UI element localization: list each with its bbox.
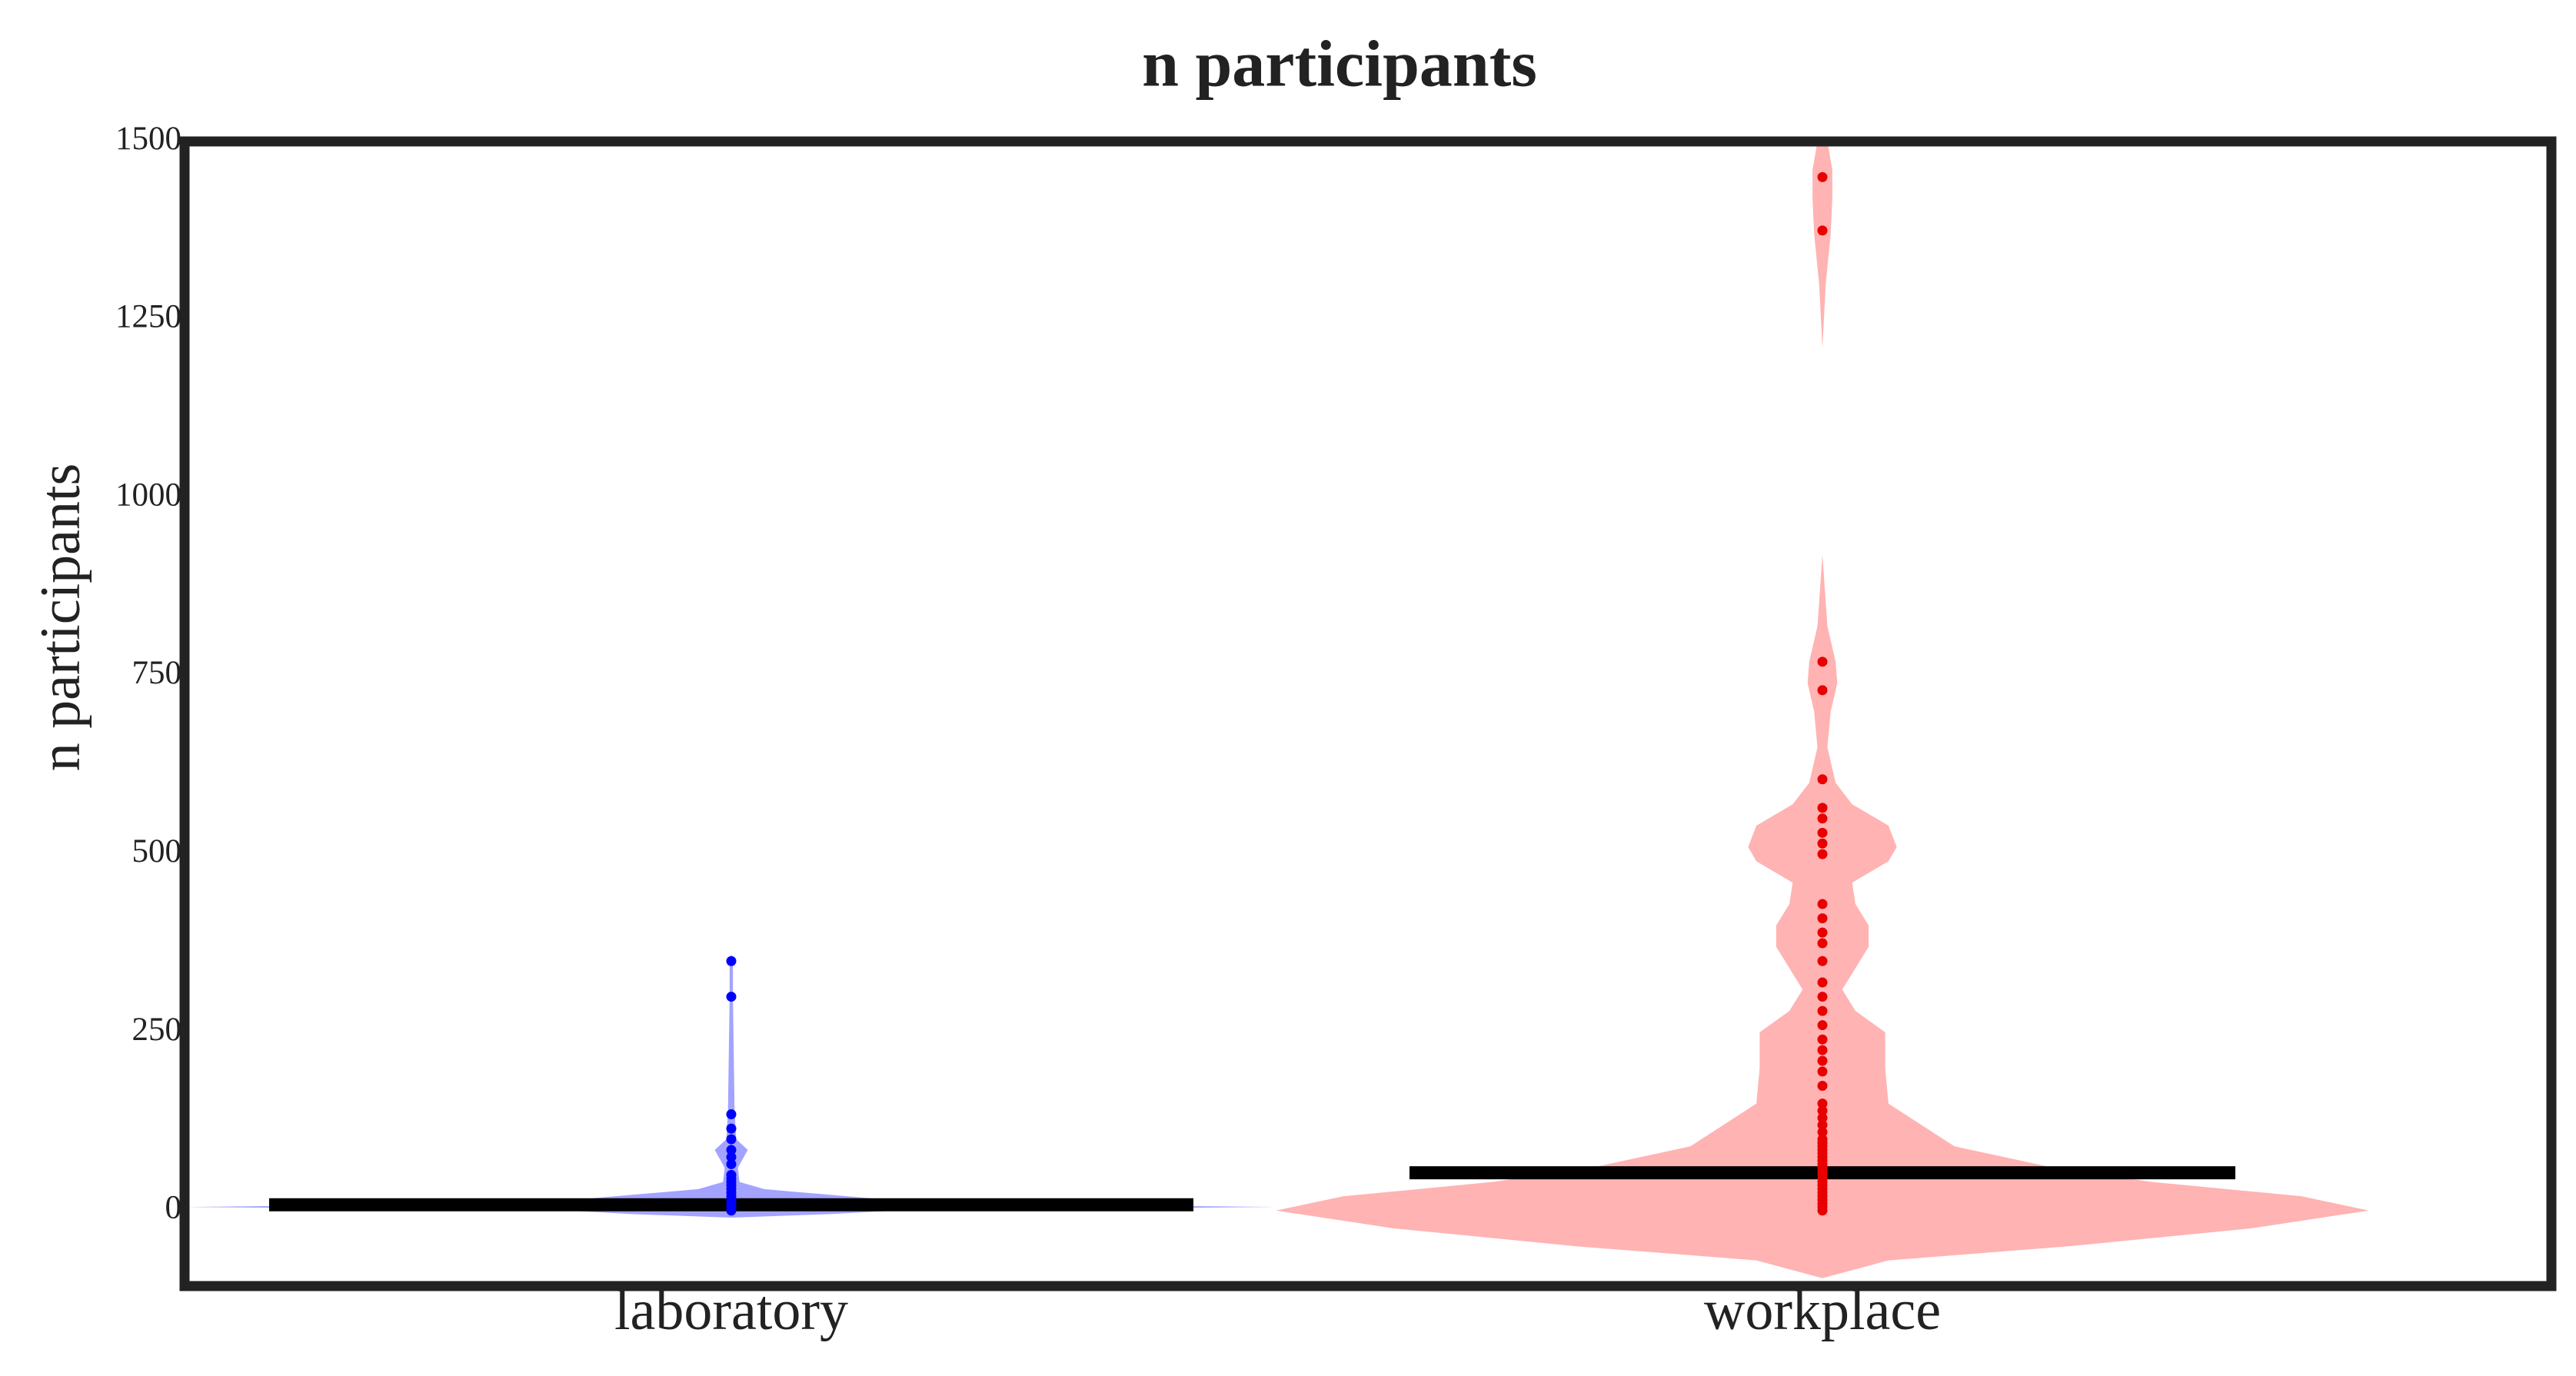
data-point: [726, 1145, 737, 1155]
data-point: [1817, 956, 1828, 966]
y-axis-label: n participants: [29, 464, 92, 772]
data-point: [1817, 1005, 1828, 1016]
data-point: [1817, 927, 1828, 938]
data-point: [1817, 977, 1828, 988]
data-point: [1817, 899, 1828, 909]
y-tick-label: 1500: [115, 121, 181, 157]
data-point: [1817, 1020, 1828, 1031]
y-tick-label: 0: [165, 1190, 182, 1226]
plot-frame: [179, 136, 2557, 1291]
data-point: [726, 1109, 737, 1120]
violin-body: [186, 953, 1276, 1218]
data-point: [1817, 938, 1828, 949]
y-tick-label: 1000: [115, 477, 181, 513]
data-point: [1817, 849, 1828, 859]
data-point: [1817, 1066, 1828, 1077]
data-point: [726, 1205, 737, 1216]
data-point: [1817, 1080, 1828, 1091]
data-point: [1817, 1112, 1828, 1123]
data-point: [726, 1158, 737, 1169]
data-point: [1817, 1045, 1828, 1055]
data-point: [1817, 827, 1828, 838]
data-point: [1817, 838, 1828, 849]
y-tick-label: 1250: [115, 299, 181, 335]
data-point: [1817, 992, 1828, 1002]
data-point: [1817, 656, 1828, 667]
data-point: [1817, 1098, 1828, 1109]
y-tick-label: 750: [132, 655, 182, 691]
data-point: [726, 956, 737, 966]
data-point: [1817, 803, 1828, 813]
violin-body: [1812, 141, 1832, 348]
y-tick-label: 250: [132, 1012, 182, 1048]
data-point: [1817, 225, 1828, 236]
data-point: [1817, 774, 1828, 785]
data-point: [1817, 1034, 1828, 1045]
data-point: [1817, 171, 1828, 182]
data-point: [1817, 1205, 1828, 1216]
data-point: [1817, 813, 1828, 824]
data-point: [1817, 1127, 1828, 1138]
data-point: [1817, 685, 1828, 696]
y-tick-label: 500: [132, 833, 182, 869]
data-point: [1817, 1119, 1828, 1130]
data-point: [726, 1152, 737, 1162]
chart-title: n participants: [1142, 27, 1537, 101]
data-point: [726, 992, 737, 1002]
data-point: [726, 1134, 737, 1145]
data-point: [1817, 1105, 1828, 1116]
data-point: [1817, 1055, 1828, 1066]
data-point: [726, 1123, 737, 1134]
data-point: [1817, 913, 1828, 924]
